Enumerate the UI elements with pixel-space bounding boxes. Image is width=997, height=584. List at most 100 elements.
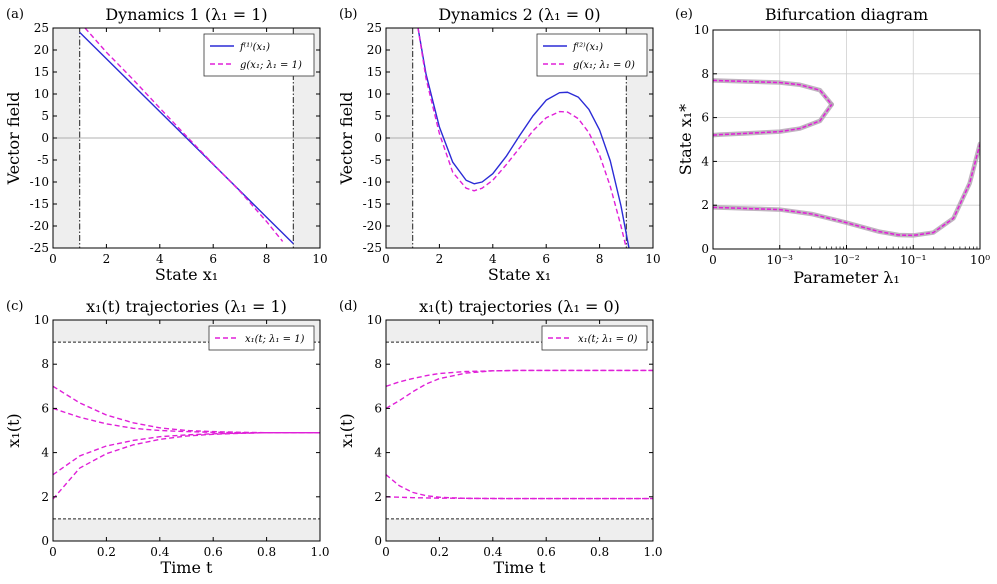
y-tick-label: 8 (374, 357, 382, 371)
panel-label: (a) (6, 7, 24, 22)
series-line-2 (53, 407, 320, 434)
y-tick-label: 15 (34, 65, 49, 79)
x-tick-label: 10⁰ (970, 253, 990, 267)
legend-box (203, 33, 315, 77)
series-line-3 (386, 474, 653, 500)
x-tick-label: 0.4 (150, 545, 169, 559)
x-tick-label: 10⁻³ (767, 253, 794, 267)
x-axis-label: State x₁ (155, 265, 218, 284)
legend-entry: f⁽¹⁾(x₁) (239, 42, 270, 53)
y-tick-label: -5 (370, 153, 382, 167)
plot-area-d (386, 320, 653, 541)
panel-title: Bifurcation diagram (765, 5, 928, 24)
x-tick-label: 6 (542, 252, 550, 266)
panel-d: 0 0.2 0.4 0.6 0.8 1.0 0 2 4 6 8 10 x₁(t) trajectorie… (337, 297, 663, 577)
series-line-1 (417, 28, 630, 248)
y-tick-label: 0 (374, 534, 382, 548)
y-tick-label: -20 (363, 219, 382, 233)
series-line-1 (53, 385, 320, 434)
series-line-2 (84, 28, 284, 242)
x-axis-label: Time t (494, 558, 547, 577)
panel-title: x₁(t) trajectories (λ₁ = 1) (86, 297, 287, 316)
legend-entry: x₁(t; λ₁ = 1) (245, 334, 305, 345)
legend: x₁(t; λ₁ = 1) (208, 325, 315, 351)
y-tick-label: 15 (367, 65, 382, 79)
y-tick-label: 10 (367, 313, 382, 327)
x-tick-label: 0.2 (430, 545, 449, 559)
legend: f⁽²⁾(x₁) g(x₁; λ₁ = 0) (536, 33, 648, 77)
branch-halo-2 (713, 102, 834, 138)
series-line-1 (79, 31, 294, 245)
panel-title: Dynamics 1 (λ₁ = 1) (105, 5, 267, 24)
x-tick-label: 10⁻² (833, 253, 860, 267)
legend-entry: g(x₁; λ₁ = 1) (240, 60, 302, 71)
y-tick-label: 5 (374, 109, 382, 123)
x-tick-label: 0.2 (97, 545, 116, 559)
panel-label: (d) (339, 299, 357, 314)
y-axis-label: Vector field (4, 92, 23, 186)
legend: f⁽¹⁾(x₁) g(x₁; λ₁ = 1) (203, 33, 315, 77)
y-tick-label: 10 (34, 313, 49, 327)
y-tick-label: 0 (374, 131, 382, 145)
plot-frame (52, 319, 321, 542)
panel-label: (c) (6, 299, 23, 314)
y-tick-label: 25 (34, 21, 49, 35)
y-tick-label: 6 (374, 401, 382, 415)
x-tick-label: 2 (436, 252, 444, 266)
x-tick-label: 1.0 (310, 545, 329, 559)
panel-a: 0 2 4 6 8 10 -25 -20 -15 -10 -5 0 5 10 15 20 25 Dynamics … (4, 5, 328, 284)
legend-entry: f⁽²⁾(x₁) (572, 42, 603, 53)
series-line-2 (417, 28, 627, 248)
x-tick-label: 10 (645, 252, 660, 266)
x-tick-label: 2 (103, 252, 111, 266)
y-tick-label: 10 (367, 87, 382, 101)
y-tick-label: 4 (374, 446, 382, 460)
y-tick-label: 10 (694, 23, 709, 37)
x-tick-label: 10 (312, 252, 327, 266)
y-axis-label: x₁(t) (4, 413, 23, 447)
y-tick-label: -10 (363, 175, 382, 189)
y-tick-label: 5 (41, 109, 49, 123)
y-tick-label: 2 (374, 490, 382, 504)
panel-c: 0 0.2 0.4 0.6 0.8 1.0 0 2 4 6 8 10 x₁(t) trajectorie… (4, 297, 330, 577)
x-tick-label: 0 (382, 252, 390, 266)
x-tick-label: 0 (49, 545, 57, 559)
legend-box (536, 33, 648, 77)
y-tick-label: 4 (41, 446, 49, 460)
x-axis-label: Time t (161, 558, 214, 577)
series-line-2 (386, 369, 653, 410)
y-tick-label: 20 (34, 43, 49, 57)
x-tick-label: 8 (596, 252, 604, 266)
x-tick-label: 4 (489, 252, 497, 266)
y-tick-label: -25 (30, 241, 49, 255)
y-tick-label: 8 (41, 357, 49, 371)
branch-halo-1 (713, 78, 834, 107)
y-tick-label: 20 (367, 43, 382, 57)
y-tick-label: 6 (41, 401, 49, 415)
plot-area-e (713, 30, 980, 249)
x-tick-label: 4 (156, 252, 164, 266)
series-line-1 (386, 369, 653, 387)
y-tick-label: 2 (41, 490, 49, 504)
y-axis-label: State x₁* (676, 104, 695, 175)
legend: x₁(t; λ₁ = 0) (541, 325, 648, 351)
panel-title: Dynamics 2 (λ₁ = 0) (438, 5, 600, 24)
y-tick-label: 6 (701, 111, 709, 125)
legend-entry: g(x₁; λ₁ = 0) (573, 60, 635, 71)
x-tick-label: 0 (382, 545, 390, 559)
y-tick-label: -20 (30, 219, 49, 233)
series-line-4 (386, 496, 653, 500)
y-tick-label: -15 (363, 197, 382, 211)
x-tick-label: 8 (263, 252, 271, 266)
y-axis-label: x₁(t) (337, 413, 356, 447)
shaded-region (53, 518, 320, 541)
branch-line-1 (713, 79, 833, 105)
y-tick-label: 4 (701, 154, 709, 168)
y-tick-label: 25 (367, 21, 382, 35)
x-tick-label: 0.4 (483, 545, 502, 559)
x-tick-label: 10⁻¹ (900, 253, 926, 267)
panel-label: (e) (675, 7, 693, 22)
y-tick-label: 8 (701, 67, 709, 81)
panel-title: x₁(t) trajectories (λ₁ = 0) (419, 297, 620, 316)
